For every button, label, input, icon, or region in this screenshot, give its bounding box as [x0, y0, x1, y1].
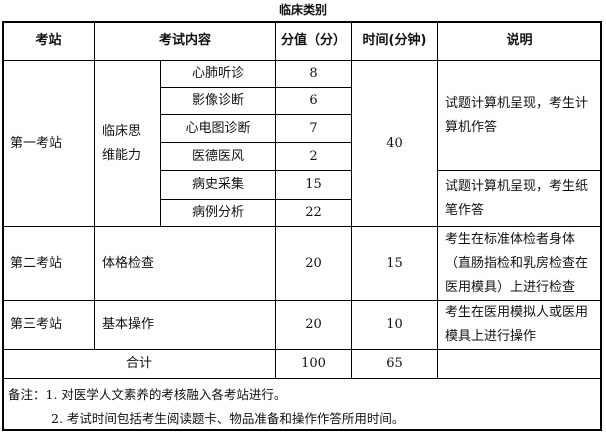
item-score: 7	[275, 114, 352, 143]
station2-time: 15	[351, 226, 438, 301]
station2-content: 体格检查	[94, 226, 276, 301]
station3-score: 20	[275, 300, 352, 350]
item-score: 22	[275, 199, 352, 227]
item-name: 医德医风	[160, 142, 276, 171]
station3-content: 基本操作	[94, 300, 276, 350]
total-time: 65	[351, 349, 438, 379]
item-name: 心肺听诊	[160, 60, 276, 88]
station3-desc: 考生在医用模拟人或医用模具上进行操作	[437, 300, 602, 350]
item-score: 15	[275, 170, 352, 200]
total-label: 合计	[2, 349, 276, 379]
header-content: 考试内容	[94, 21, 276, 61]
station1-group: 临床思维能力	[94, 60, 161, 227]
item-score: 8	[275, 60, 352, 88]
item-name: 病史采集	[160, 170, 276, 200]
station1-desc-computer: 试题计算机呈现，考生计算机作答	[437, 60, 602, 171]
station3-time: 10	[351, 300, 438, 350]
station1-time: 40	[351, 60, 438, 227]
item-name: 病例分析	[160, 199, 276, 227]
item-score: 6	[275, 87, 352, 115]
table-title: 临床类别	[278, 3, 327, 17]
item-score: 2	[275, 142, 352, 171]
station2-desc: 考生在标准体检者身体（直肠指检和乳房检查在医用模具）上进行检查	[437, 226, 602, 301]
station2-name: 第二考站	[2, 226, 95, 301]
item-name: 影像诊断	[160, 87, 276, 115]
note-1: 备注：1. 对医学人文素养的考核融入各考站进行。	[8, 387, 287, 402]
station1-name: 第一考站	[2, 60, 95, 227]
station2-score: 20	[275, 226, 352, 301]
note-2: 2. 考试时间包括考生阅读题卡、物品准备和操作作答所用时间。	[51, 411, 405, 426]
station1-desc-paper: 试题计算机呈现，考生纸笔作答	[437, 170, 602, 227]
header-score: 分值（分）	[275, 21, 352, 61]
station3-name: 第三考站	[2, 300, 95, 350]
item-name: 心电图诊断	[160, 114, 276, 143]
header-time: 时间(分钟)	[351, 21, 438, 61]
total-desc-empty	[437, 349, 602, 379]
header-station: 考站	[2, 21, 95, 61]
total-score: 100	[275, 349, 352, 379]
header-desc: 说明	[437, 21, 602, 61]
